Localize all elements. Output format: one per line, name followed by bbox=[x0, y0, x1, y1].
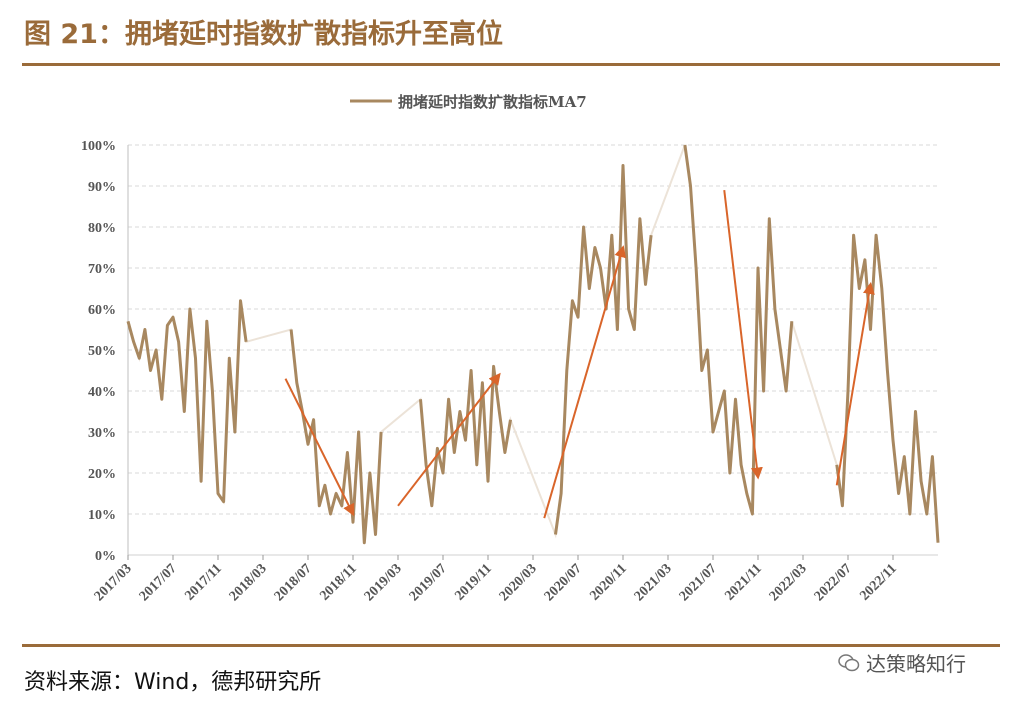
bottom-divider bbox=[22, 644, 1000, 647]
y-tick-label: 100% bbox=[81, 139, 116, 154]
source-note: 资料来源：Wind，德邦研究所 bbox=[24, 670, 322, 695]
series-line-segment bbox=[289, 329, 383, 545]
x-tick-label: 2017/07 bbox=[137, 561, 180, 604]
trend-arrow bbox=[397, 372, 501, 507]
trend-arrow bbox=[723, 189, 763, 480]
x-tick-label: 2018/03 bbox=[227, 561, 270, 604]
x-tick-label: 2021/03 bbox=[632, 561, 675, 604]
y-tick-label: 40% bbox=[88, 385, 116, 400]
series-line-segment bbox=[554, 164, 653, 535]
series-line-segment bbox=[419, 364, 512, 508]
y-tick-label: 80% bbox=[88, 221, 116, 236]
x-axis-ticks: 2017/03 2017/07 2017/11 2018/03 2018/07 2018/… bbox=[92, 555, 900, 604]
y-tick-label: 50% bbox=[88, 344, 116, 359]
y-tick-label: 90% bbox=[88, 180, 116, 195]
y-tick-label: 0% bbox=[95, 549, 116, 564]
legend: 拥堵延时指数扩散指标MA7 bbox=[350, 93, 587, 111]
x-tick-label: 2019/11 bbox=[452, 561, 495, 604]
x-tick-label: 2022/11 bbox=[857, 561, 900, 604]
x-tick-label: 2019/03 bbox=[362, 561, 405, 604]
chart: 0% 10% 20% 30% 40% 50% 60% 70% 80% 90% 100% 2017/0… bbox=[81, 93, 940, 604]
x-tick-label: 2018/11 bbox=[317, 561, 360, 604]
x-tick-label: 2022/07 bbox=[812, 561, 855, 604]
series-line-segment bbox=[126, 299, 248, 504]
series-background-trace bbox=[127, 144, 939, 543]
y-tick-label: 10% bbox=[88, 508, 116, 523]
series-faint-trace bbox=[127, 144, 939, 543]
series-line-segment bbox=[835, 233, 940, 543]
x-tick-label: 2017/03 bbox=[92, 561, 135, 604]
legend-label: 拥堵延时指数扩散指标MA7 bbox=[398, 93, 587, 111]
x-tick-label: 2022/03 bbox=[767, 561, 810, 604]
x-tick-label: 2020/11 bbox=[587, 561, 630, 604]
x-tick-label: 2017/11 bbox=[182, 561, 225, 604]
x-tick-label: 2021/11 bbox=[722, 561, 765, 604]
watermark: 达策略知行 bbox=[838, 648, 966, 677]
x-tick-label: 2019/07 bbox=[407, 561, 450, 604]
top-divider bbox=[22, 63, 1000, 66]
grid-lines bbox=[127, 144, 938, 556]
trend-arrow bbox=[835, 282, 875, 486]
x-tick-label: 2020/07 bbox=[542, 561, 585, 604]
watermark-text: 达策略知行 bbox=[866, 652, 966, 676]
y-tick-label: 70% bbox=[88, 262, 116, 277]
x-tick-label: 2018/07 bbox=[272, 561, 315, 604]
series-line-segment bbox=[683, 144, 794, 516]
trend-arrow bbox=[284, 378, 355, 517]
series-lines bbox=[126, 144, 940, 545]
y-tick-label: 30% bbox=[88, 426, 116, 441]
y-axis-ticks: 0% 10% 20% 30% 40% 50% 60% 70% 80% 90% 100% bbox=[81, 139, 116, 564]
wechat-icon bbox=[838, 653, 860, 671]
y-tick-label: 60% bbox=[88, 303, 116, 318]
x-tick-label: 2021/07 bbox=[677, 561, 720, 604]
y-tick-label: 20% bbox=[88, 467, 116, 482]
figure-title: 图 21：拥堵延时指数扩散指标升至高位 bbox=[24, 19, 503, 50]
x-tick-label: 2020/03 bbox=[497, 561, 540, 604]
trend-arrow bbox=[543, 245, 627, 519]
trend-arrows bbox=[284, 189, 875, 519]
